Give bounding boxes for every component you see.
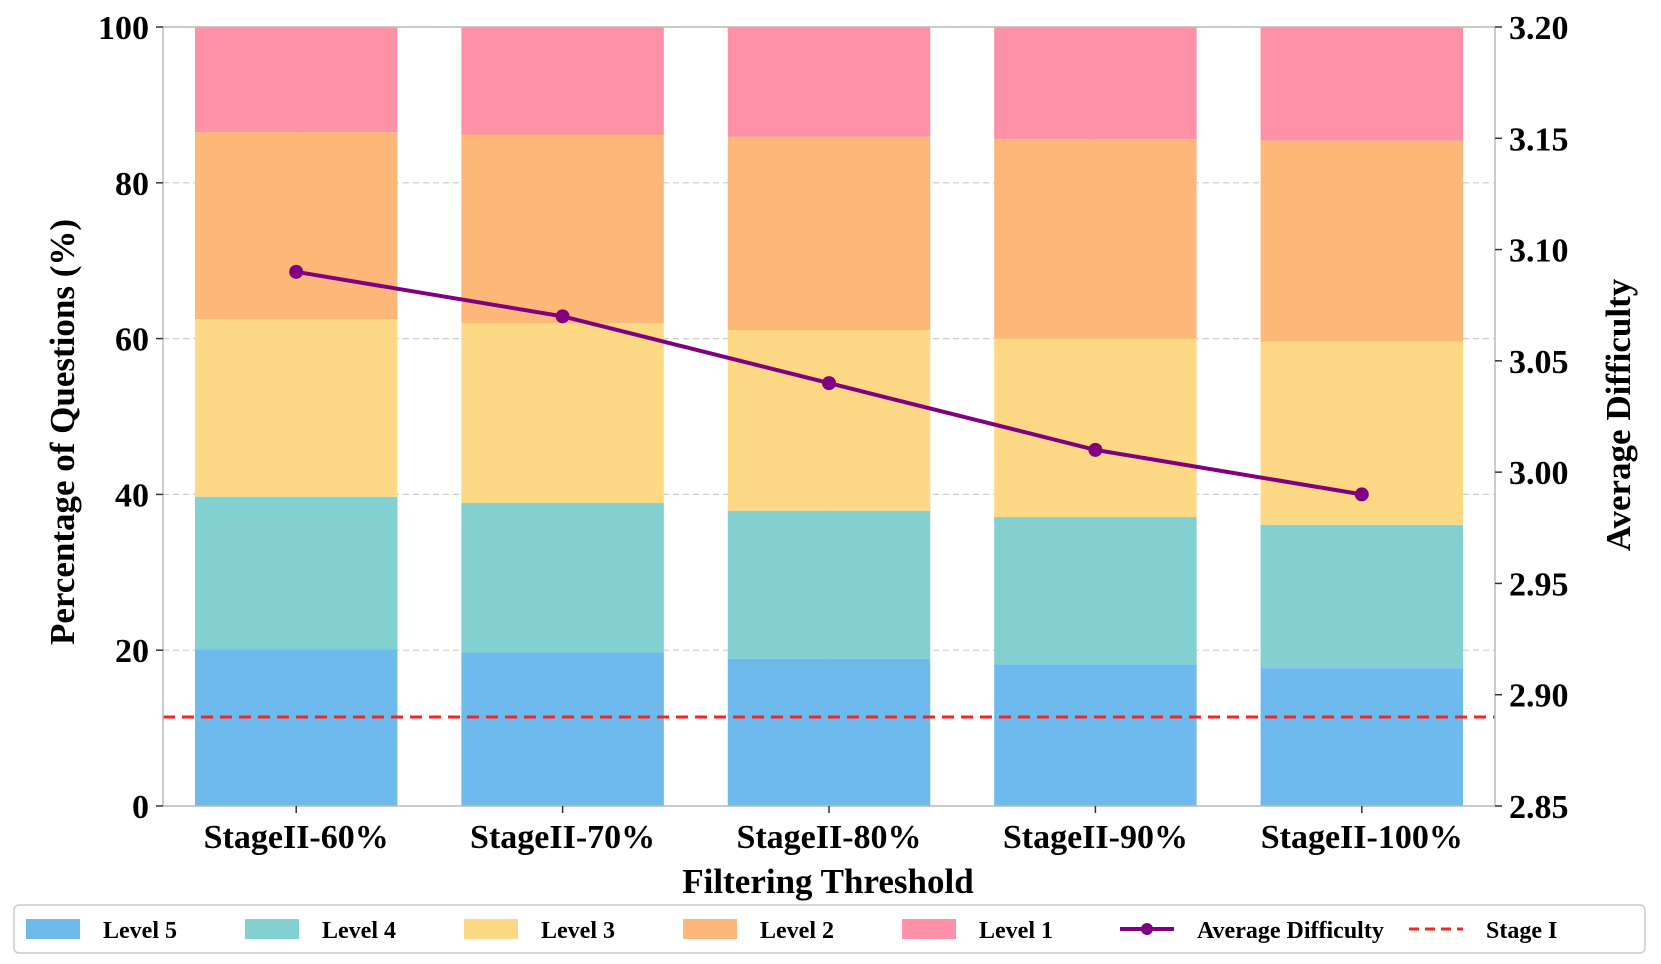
y-tick-label: 100 xyxy=(98,10,149,47)
bar-level-2 xyxy=(461,134,664,324)
bar-level-2 xyxy=(994,139,1197,339)
y-tick-label: 60 xyxy=(115,322,149,359)
legend-swatch xyxy=(902,919,956,939)
y-tick-label: 80 xyxy=(115,166,149,203)
legend-label: Level 1 xyxy=(979,918,1053,944)
y-tick-label: 40 xyxy=(115,477,149,514)
bar-level-1 xyxy=(994,27,1197,140)
legend: Level 5 Level 4 Level 3 Level 2 Level 1 Avera… xyxy=(13,904,1646,954)
average-difficulty-point xyxy=(1088,442,1103,457)
bar-level-3 xyxy=(994,338,1197,517)
y-right-tick-label: 2.90 xyxy=(1509,678,1569,715)
legend-label: Level 5 xyxy=(103,918,177,944)
y-tick-label: 0 xyxy=(132,789,149,826)
y-right-tick-label: 3.15 xyxy=(1509,121,1569,158)
legend-label: Average Difficulty xyxy=(1197,918,1384,944)
bar-level-2 xyxy=(727,136,931,331)
y-axis-right-title: Average Difficulty xyxy=(1599,278,1638,551)
bar-level-3 xyxy=(461,323,664,503)
average-difficulty-point xyxy=(289,264,304,279)
legend-label: Stage I xyxy=(1486,918,1557,944)
bar-level-3 xyxy=(194,319,398,497)
bar-level-4 xyxy=(194,496,398,650)
bar-level-4 xyxy=(727,510,931,659)
legend-swatch xyxy=(464,919,518,939)
x-axis-title: Filtering Threshold xyxy=(682,862,974,901)
legend-label: Level 3 xyxy=(541,918,615,944)
bar-level-1 xyxy=(461,27,664,135)
legend-label: Level 2 xyxy=(760,918,834,944)
bar-level-1 xyxy=(1260,27,1464,141)
y-axis-title: Percentage of Questions (%) xyxy=(43,219,82,645)
bar-level-2 xyxy=(1260,140,1464,342)
bar-level-1 xyxy=(194,27,398,133)
bar-level-5 xyxy=(727,658,931,806)
legend-box xyxy=(13,904,1646,954)
x-tick-label: StageII-80% xyxy=(736,819,921,856)
bar-level-2 xyxy=(194,132,398,320)
average-difficulty-layer xyxy=(289,264,1369,502)
y-right-tick-label: 3.20 xyxy=(1509,10,1569,47)
y-right-tick-label: 2.85 xyxy=(1509,789,1569,826)
y-right-tick-label: 3.00 xyxy=(1509,455,1569,492)
stacked-bars xyxy=(194,27,1464,806)
bar-level-4 xyxy=(1260,524,1464,669)
bar-level-4 xyxy=(461,502,664,653)
bar-level-5 xyxy=(994,664,1197,806)
x-tick-label: StageII-60% xyxy=(204,819,389,856)
x-tick-label: StageII-70% xyxy=(470,819,655,856)
bar-level-5 xyxy=(194,649,398,806)
bar-level-4 xyxy=(994,516,1197,665)
y-right-tick-label: 3.10 xyxy=(1509,233,1569,270)
legend-swatch xyxy=(245,919,299,939)
bar-level-3 xyxy=(727,330,931,511)
legend-swatch xyxy=(26,919,80,939)
legend-swatch-marker xyxy=(1141,923,1153,935)
x-tick-label: StageII-90% xyxy=(1003,819,1188,856)
legend-label: Level 4 xyxy=(322,918,396,944)
y-right-tick-label: 2.95 xyxy=(1509,566,1569,603)
average-difficulty-point xyxy=(1354,487,1369,502)
average-difficulty-point xyxy=(822,376,836,391)
bar-level-1 xyxy=(727,27,931,137)
bar-level-5 xyxy=(1260,668,1464,806)
axes: 0 20 40 60 80 100 2.85 2.90 2.95 3.00 3.05 3.10 3.15… xyxy=(98,10,1569,856)
y-right-tick-label: 3.05 xyxy=(1509,344,1569,381)
average-difficulty-point xyxy=(555,309,570,324)
x-tick-label: StageII-100% xyxy=(1261,819,1463,856)
legend-swatch xyxy=(683,919,737,939)
y-tick-label: 20 xyxy=(115,633,149,670)
bar-level-5 xyxy=(461,652,664,806)
